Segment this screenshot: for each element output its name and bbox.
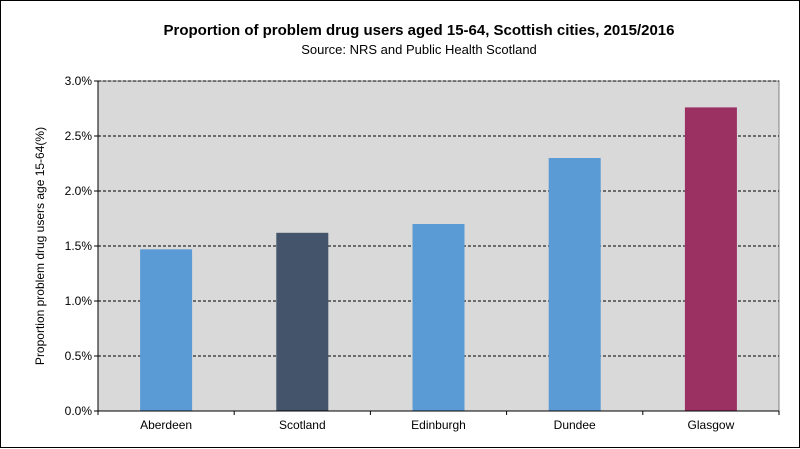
y-tick-label: 1.0% (65, 294, 93, 308)
bar-edinburgh (412, 224, 465, 411)
y-tick-label: 3.0% (65, 74, 93, 88)
bar-aberdeen (140, 249, 193, 411)
bar-glasgow (684, 107, 737, 412)
y-tick-label: 0.5% (65, 349, 93, 363)
x-tick-label: Scotland (279, 418, 326, 432)
y-tick-label: 2.5% (65, 129, 93, 143)
plot-area: 0.0% 0.5% 1.0% 1.5% 2.0% 2.5% 3.0% Aberdeen Scot… (65, 74, 780, 432)
chart-title: Proportion of problem drug users aged 15… (164, 22, 675, 39)
x-tick-label: Edinburgh (411, 418, 466, 432)
y-tick-label: 2.0% (65, 184, 93, 198)
x-tick-label: Glasgow (688, 418, 735, 432)
y-tick-label: 0.0% (65, 404, 93, 418)
x-tick-label: Aberdeen (140, 418, 192, 432)
chart-subtitle: Source: NRS and Public Health Scotland (301, 42, 537, 57)
y-tick-label: 1.5% (65, 239, 93, 253)
bar-scotland (276, 232, 329, 411)
bar-dundee (548, 158, 601, 411)
y-axis-label: Proportion problem drug users age 15-64(… (33, 127, 47, 365)
x-tick-label: Dundee (554, 418, 596, 432)
